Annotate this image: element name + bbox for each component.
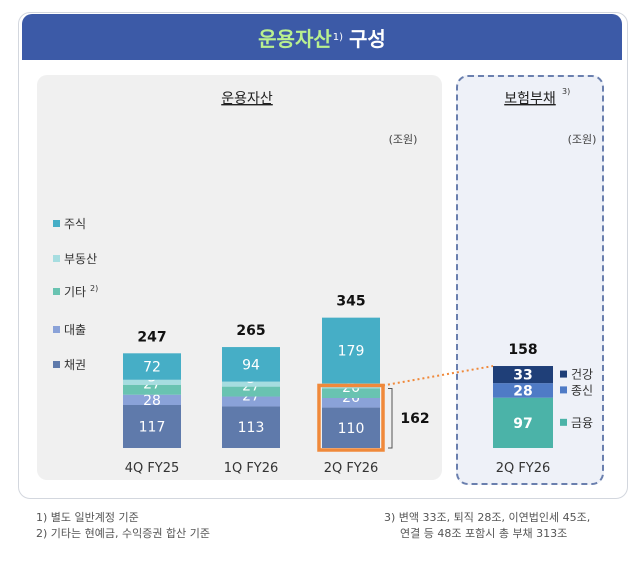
title-highlight: 운용자산: [258, 26, 332, 51]
liab-legend-swatch-health: [560, 370, 567, 378]
label-loan-0: 28: [143, 393, 161, 409]
liabilities-title: 보험부채: [504, 91, 556, 107]
label-bond-2: 110: [338, 421, 365, 437]
xtick-1: 1Q FY26: [224, 461, 279, 476]
liabilities-title-sup: 3): [562, 87, 570, 96]
label-bond-0: 117: [139, 419, 166, 435]
bar-stock-0: [123, 353, 181, 380]
label-stock-0: 72: [143, 360, 161, 376]
legend-label-real_estate: 부동산: [64, 252, 97, 266]
bar-stock-2: [322, 317, 380, 384]
connector-line: [382, 365, 494, 387]
liab-label-health: 33: [513, 368, 532, 384]
title-banner: 운용자산 1) 구성: [22, 14, 622, 60]
liab-legend-swatch-annuity: [560, 418, 567, 426]
footnote-2: 2) 기타는 현예금, 수익증권 합산 기준: [36, 527, 210, 540]
page-title: 운용자산 1) 구성: [22, 14, 622, 60]
footnotes-right: 3) 변액 33조, 퇴직 28조, 이연법인세 45조, 연결 등 48조 포…: [384, 510, 590, 542]
liab-bar-health: [493, 366, 553, 384]
liab-legend-label-life: 종신: [571, 383, 593, 397]
legend-sup-other: 2): [90, 284, 98, 293]
bar-loan-1: [222, 396, 280, 407]
legend-label-loan: 대출: [64, 323, 86, 337]
bar-other-0: [123, 384, 181, 395]
legend-swatch-bond: [53, 361, 60, 368]
liab-bar-life: [493, 383, 553, 398]
bar-bond-2: [322, 407, 380, 448]
legend-label-other: 기타: [64, 285, 86, 299]
bar-loan-2: [322, 398, 380, 408]
legend-swatch-other: [53, 288, 60, 295]
focus-box: [317, 383, 385, 452]
xtick-0: 4Q FY25: [125, 461, 180, 476]
liab-legend-label-health: 건강: [571, 368, 593, 382]
liab-xtick-0: 2Q FY26: [496, 461, 551, 476]
footnotes-left: 1) 별도 일반계정 기준 2) 기타는 현예금, 수익증권 합산 기준: [36, 510, 210, 542]
xtick-2: 2Q FY26: [324, 461, 379, 476]
label-stock-1: 94: [242, 357, 260, 373]
legend-label-stock: 주식: [64, 217, 86, 231]
bar-other-2: [322, 388, 380, 399]
bar-loan-0: [123, 394, 181, 405]
footnote-3: 3) 변액 33조, 퇴직 28조, 이연법인세 45조,: [384, 511, 591, 524]
bracket-line: [388, 387, 393, 449]
liab-label-life: 28: [513, 383, 532, 399]
total-label-1: 265: [236, 323, 265, 339]
title-rest: 구성: [349, 26, 386, 51]
bar-bond-1: [222, 406, 280, 448]
liab-bar-annuity: [493, 397, 553, 448]
bar-stock-1: [222, 347, 280, 382]
assets-title: 운용자산: [221, 91, 273, 107]
liab-legend-label-annuity: 금융: [571, 416, 593, 430]
label-bond-1: 113: [238, 420, 265, 436]
legend-swatch-stock: [53, 220, 60, 227]
assets-unit-label: (조원): [389, 133, 418, 146]
bar-real_estate-1: [222, 381, 280, 387]
bar-bond-0: [123, 404, 181, 448]
liabilities-unit-label: (조원): [568, 133, 597, 146]
footnote-1: 1) 별도 일반계정 기준: [36, 511, 139, 524]
bar-real_estate-0: [123, 379, 181, 385]
bracket-label: 162: [400, 411, 429, 427]
label-stock-2: 179: [338, 344, 365, 360]
legend-swatch-loan: [53, 326, 60, 333]
total-label-0: 247: [137, 329, 166, 345]
total-label-2: 345: [336, 294, 365, 310]
legend-swatch-real_estate: [53, 255, 60, 262]
liab-total-label: 158: [508, 342, 537, 358]
title-footnote-mark: 1): [332, 31, 344, 43]
footnote-3-cont: 연결 등 48조 포함시 총 부채 313조: [400, 527, 568, 540]
bar-other-1: [222, 386, 280, 397]
liab-label-annuity: 97: [513, 416, 532, 432]
legend-label-bond: 채권: [64, 358, 86, 372]
liab-legend-swatch-life: [560, 386, 567, 394]
